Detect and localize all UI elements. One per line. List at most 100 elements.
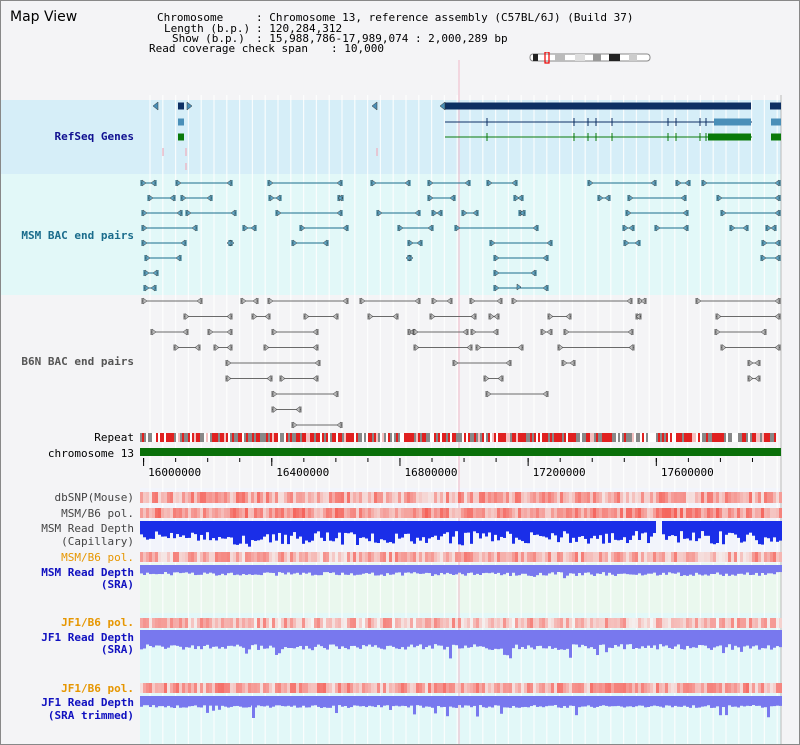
jf1-pol2-heat bbox=[437, 683, 440, 693]
msm-bac-pair-arrow bbox=[144, 284, 150, 292]
msm-pol2-heat bbox=[698, 552, 701, 562]
msm-pol2-heat bbox=[176, 552, 179, 562]
msm-sra-depth bbox=[146, 565, 149, 573]
jf1-sra-depth bbox=[521, 630, 524, 648]
dbsnp-heat bbox=[485, 492, 488, 503]
msm-pol2-heat bbox=[560, 552, 563, 562]
msm-cap-depth bbox=[314, 521, 317, 534]
jf1-sra-depth bbox=[713, 630, 716, 648]
jf1-pol2-heat bbox=[161, 683, 164, 693]
jf1-trim-depth bbox=[413, 696, 416, 715]
msm-cap-depth bbox=[329, 521, 332, 541]
msm-read-depth-sra-label[interactable]: MSM Read Depth bbox=[41, 566, 134, 579]
msm-bac-label[interactable]: MSM BAC end pairs bbox=[21, 229, 134, 242]
jf1-pol-heat bbox=[386, 618, 389, 628]
repeat-segment bbox=[304, 433, 306, 442]
jf1-pol-heat bbox=[689, 618, 692, 628]
jf1-pol2-heat bbox=[647, 683, 650, 693]
b6n-bac-pair-arrow bbox=[252, 297, 258, 305]
chromosome-ideogram[interactable] bbox=[529, 52, 653, 64]
dbsnp-heat bbox=[527, 492, 530, 503]
jf1-pol-heat bbox=[434, 618, 437, 628]
msm-cap-depth bbox=[374, 521, 377, 543]
repeat-segment bbox=[652, 433, 654, 442]
msm-b6-pol-label-1[interactable]: MSM/B6 pol. bbox=[61, 507, 134, 520]
msm-read-depth-capillary-label[interactable]: MSM Read Depth bbox=[41, 522, 134, 535]
jf1-pol-heat bbox=[713, 618, 716, 628]
repeat-segment bbox=[522, 433, 524, 442]
repeat-segment bbox=[588, 433, 590, 442]
jf1-pol2-heat bbox=[275, 683, 278, 693]
jf1-trim-depth bbox=[362, 696, 365, 707]
repeat-segment bbox=[340, 433, 342, 442]
jf1-sra-depth bbox=[677, 630, 680, 645]
msm-bac-pair-arrow bbox=[250, 224, 256, 232]
jf1-trim-depth bbox=[203, 696, 206, 706]
dbsnp-label[interactable]: dbSNP(Mouse) bbox=[54, 491, 134, 504]
jf1-sra-depth bbox=[413, 630, 416, 648]
jf1-b6-pol-label-1[interactable]: JF1/B6 pol. bbox=[61, 616, 134, 629]
msm-pol-heat bbox=[227, 508, 230, 518]
msm-b6-pol-label-2[interactable]: MSM/B6 pol. bbox=[61, 551, 134, 564]
chromosome-bar bbox=[140, 448, 781, 456]
msm-pol2-heat bbox=[266, 552, 269, 562]
repeat-segment bbox=[666, 433, 668, 442]
jf1-trim-depth bbox=[266, 696, 269, 706]
jf1-pol-heat bbox=[431, 618, 434, 628]
jf1-read-depth-label[interactable]: JF1 Read Depth bbox=[41, 631, 134, 644]
msm-sra-depth bbox=[485, 565, 488, 573]
jf1-trim-depth bbox=[233, 696, 236, 707]
dbsnp-heat bbox=[257, 492, 260, 503]
msm-pol2-heat bbox=[518, 552, 521, 562]
msm-pol2-heat bbox=[194, 552, 197, 562]
repeat-segment bbox=[494, 433, 496, 442]
jf1-pol-heat bbox=[440, 618, 443, 628]
msm-cap-depth bbox=[347, 521, 350, 534]
jf1-read-depth-trimmed-label[interactable]: JF1 Read Depth bbox=[41, 696, 134, 709]
jf1-trim-depth bbox=[464, 696, 467, 706]
msm-sra-depth bbox=[287, 565, 290, 573]
b6n-bac-pair-arrow bbox=[484, 375, 490, 382]
repeat-segment bbox=[468, 433, 470, 442]
msm-sra-depth bbox=[503, 565, 506, 575]
jf1-sra-depth bbox=[629, 630, 632, 645]
msm-sra-depth bbox=[239, 565, 242, 576]
dbsnp-heat bbox=[221, 492, 224, 503]
msm-cap-depth bbox=[620, 521, 623, 540]
jf1-pol2-heat bbox=[431, 683, 434, 693]
b6n-bac-pair-arrow bbox=[640, 297, 646, 305]
msm-pol2-heat bbox=[347, 552, 350, 562]
msm-pol-heat bbox=[755, 508, 758, 518]
msm-pol-heat bbox=[542, 508, 545, 518]
msm-sra-depth bbox=[755, 565, 758, 573]
msm-sra-depth bbox=[467, 565, 470, 574]
jf1-sra-depth bbox=[587, 630, 590, 649]
msm-pol2-heat bbox=[380, 552, 383, 562]
msm-sra-depth bbox=[731, 565, 734, 575]
msm-pol2-heat bbox=[494, 552, 497, 562]
dbsnp-heat bbox=[299, 492, 302, 503]
jf1-sra-depth bbox=[764, 630, 767, 649]
msm-pol-heat bbox=[467, 508, 470, 518]
jf1-trim-depth bbox=[626, 696, 629, 707]
jf1-pol2-heat bbox=[593, 683, 596, 693]
repeat-segment bbox=[586, 433, 588, 442]
repeat-segment bbox=[212, 433, 214, 442]
repeat-segment bbox=[718, 433, 720, 442]
msm-sra-depth bbox=[563, 565, 566, 579]
msm-bac-pair-arrow bbox=[511, 179, 517, 187]
jf1-trim-depth bbox=[767, 696, 770, 718]
jf1-trim-depth bbox=[635, 696, 638, 707]
jf1-trim-depth bbox=[275, 696, 278, 706]
msm-cap-depth bbox=[188, 521, 191, 538]
b6n-bac-label[interactable]: B6N BAC end pairs bbox=[21, 355, 134, 368]
dbsnp-heat bbox=[323, 492, 326, 503]
msm-pol-heat bbox=[539, 508, 542, 518]
msm-pol-heat bbox=[392, 508, 395, 518]
repeat-segment bbox=[660, 433, 662, 442]
jf1-b6-pol-label-2[interactable]: JF1/B6 pol. bbox=[61, 682, 134, 695]
jf1-pol2-heat bbox=[143, 683, 146, 693]
b6n-bac-pair-arrow bbox=[208, 328, 214, 336]
refseq-genes-label[interactable]: RefSeq Genes bbox=[54, 130, 134, 143]
